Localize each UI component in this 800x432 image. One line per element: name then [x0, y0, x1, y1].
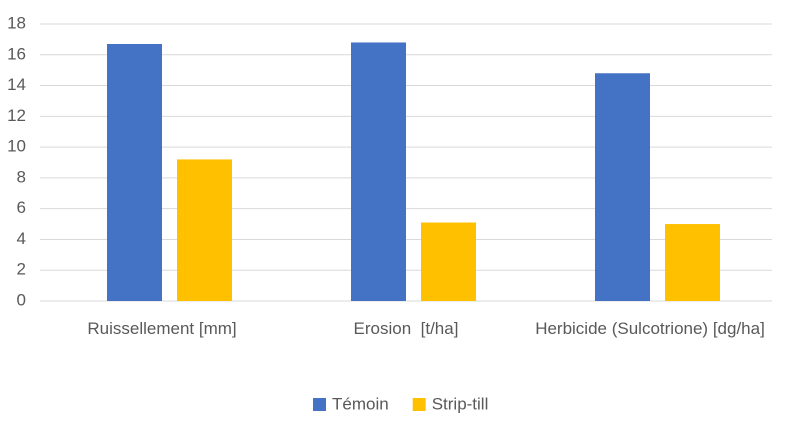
y-tick-label: 0: [17, 290, 26, 309]
legend-swatch: [412, 398, 426, 411]
x-tick-label: Herbicide (Sulcotrione) [dg/ha]: [535, 319, 765, 338]
x-tick-label: Ruissellement [mm]: [87, 319, 237, 338]
bar: [107, 44, 162, 301]
bar: [351, 42, 406, 301]
bar: [421, 222, 476, 301]
bar: [177, 159, 232, 301]
y-tick-label: 2: [17, 260, 26, 279]
y-tick-label: 12: [7, 106, 26, 125]
y-tick-label: 18: [7, 13, 26, 32]
y-tick-label: 10: [7, 137, 26, 156]
y-tick-label: 4: [17, 229, 26, 248]
bar: [665, 224, 720, 301]
y-tick-label: 6: [17, 198, 26, 217]
legend-label: Strip-till: [432, 394, 489, 413]
legend-swatch: [313, 398, 326, 411]
y-tick-label: 8: [17, 167, 26, 186]
bar: [595, 73, 650, 301]
legend-label: Témoin: [332, 394, 389, 413]
x-tick-label: Erosion [t/ha]: [353, 319, 459, 338]
y-tick-label: 14: [7, 75, 26, 94]
y-tick-label: 16: [7, 44, 26, 63]
